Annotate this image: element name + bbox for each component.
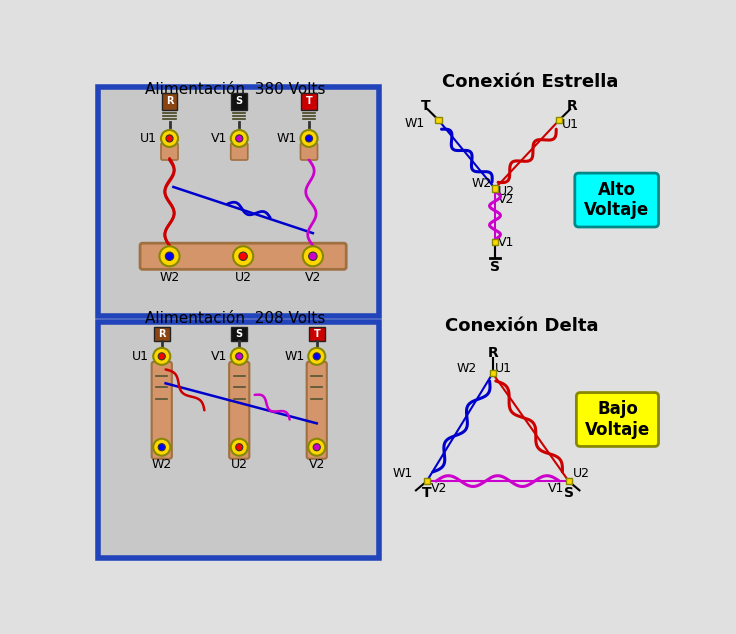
Text: W2: W2 bbox=[152, 458, 172, 470]
Text: S: S bbox=[490, 260, 500, 274]
Circle shape bbox=[161, 130, 178, 147]
Circle shape bbox=[233, 246, 253, 266]
Bar bbox=[232, 93, 247, 110]
Bar bbox=[424, 478, 430, 484]
Circle shape bbox=[158, 444, 166, 451]
Text: R: R bbox=[487, 346, 498, 360]
Text: V1: V1 bbox=[210, 132, 227, 145]
Text: Alimentación  380 Volts: Alimentación 380 Volts bbox=[145, 82, 325, 96]
Circle shape bbox=[236, 353, 243, 360]
Text: W2: W2 bbox=[160, 271, 180, 284]
Text: R: R bbox=[566, 99, 577, 113]
Text: W1: W1 bbox=[284, 350, 305, 363]
FancyBboxPatch shape bbox=[230, 143, 248, 160]
FancyBboxPatch shape bbox=[300, 143, 317, 160]
FancyBboxPatch shape bbox=[152, 362, 171, 459]
Text: S: S bbox=[564, 486, 573, 500]
Circle shape bbox=[166, 135, 173, 142]
Circle shape bbox=[314, 353, 320, 360]
Bar bbox=[492, 239, 498, 245]
Bar bbox=[301, 93, 316, 110]
Text: Alimentación  208 Volts: Alimentación 208 Volts bbox=[145, 311, 325, 326]
Text: T: T bbox=[314, 329, 320, 339]
Circle shape bbox=[236, 135, 243, 142]
Bar bbox=[154, 327, 169, 341]
Text: Conexión Estrella: Conexión Estrella bbox=[442, 74, 618, 91]
Circle shape bbox=[314, 444, 320, 451]
Text: T: T bbox=[305, 96, 312, 107]
Text: V1: V1 bbox=[548, 482, 565, 495]
Circle shape bbox=[230, 439, 248, 456]
Text: Conexión Delta: Conexión Delta bbox=[445, 316, 599, 335]
Bar bbox=[489, 370, 496, 377]
Bar bbox=[556, 117, 562, 123]
Text: W2: W2 bbox=[472, 178, 492, 190]
Text: U1: U1 bbox=[562, 118, 578, 131]
Circle shape bbox=[153, 348, 170, 365]
Circle shape bbox=[239, 252, 247, 261]
FancyBboxPatch shape bbox=[307, 362, 327, 459]
Text: W1: W1 bbox=[404, 117, 425, 129]
Bar bbox=[162, 93, 177, 110]
Circle shape bbox=[230, 130, 248, 147]
Bar bbox=[309, 327, 325, 341]
Text: U1: U1 bbox=[132, 350, 149, 363]
FancyBboxPatch shape bbox=[140, 243, 346, 269]
Text: S: S bbox=[236, 329, 243, 339]
Text: U2: U2 bbox=[231, 458, 248, 470]
FancyBboxPatch shape bbox=[575, 173, 659, 227]
FancyBboxPatch shape bbox=[229, 362, 250, 459]
Circle shape bbox=[166, 252, 174, 261]
Text: U1: U1 bbox=[495, 362, 512, 375]
Circle shape bbox=[153, 439, 170, 456]
Circle shape bbox=[160, 246, 180, 266]
Text: S: S bbox=[236, 96, 243, 107]
Text: R: R bbox=[158, 329, 166, 339]
Text: V2: V2 bbox=[431, 482, 447, 495]
Text: W1: W1 bbox=[392, 467, 413, 480]
Circle shape bbox=[302, 246, 323, 266]
FancyBboxPatch shape bbox=[576, 392, 659, 446]
FancyBboxPatch shape bbox=[98, 323, 379, 558]
Circle shape bbox=[305, 135, 313, 142]
Text: W2: W2 bbox=[457, 362, 477, 375]
Bar bbox=[435, 117, 442, 123]
Text: Bajo
Voltaje: Bajo Voltaje bbox=[585, 400, 650, 439]
Text: U2: U2 bbox=[235, 271, 252, 284]
Text: V1: V1 bbox=[498, 236, 514, 249]
FancyBboxPatch shape bbox=[98, 87, 379, 316]
Text: T: T bbox=[421, 99, 431, 113]
Circle shape bbox=[308, 348, 325, 365]
Text: W1: W1 bbox=[276, 132, 297, 145]
Bar bbox=[492, 185, 498, 191]
Circle shape bbox=[158, 353, 166, 360]
Text: V1: V1 bbox=[210, 350, 227, 363]
FancyBboxPatch shape bbox=[161, 143, 178, 160]
Text: V2: V2 bbox=[308, 458, 325, 470]
Circle shape bbox=[300, 130, 317, 147]
Bar bbox=[232, 327, 247, 341]
Text: T: T bbox=[422, 486, 431, 500]
Text: V2: V2 bbox=[498, 193, 514, 206]
Text: U1: U1 bbox=[140, 132, 157, 145]
Circle shape bbox=[308, 252, 317, 261]
Circle shape bbox=[230, 348, 248, 365]
Circle shape bbox=[236, 444, 243, 451]
Text: R: R bbox=[166, 96, 173, 107]
Circle shape bbox=[308, 439, 325, 456]
Text: Alto
Voltaje: Alto Voltaje bbox=[584, 181, 649, 219]
Text: U2: U2 bbox=[498, 185, 515, 198]
Bar bbox=[565, 478, 572, 484]
Text: U2: U2 bbox=[573, 467, 590, 480]
Text: V2: V2 bbox=[305, 271, 321, 284]
